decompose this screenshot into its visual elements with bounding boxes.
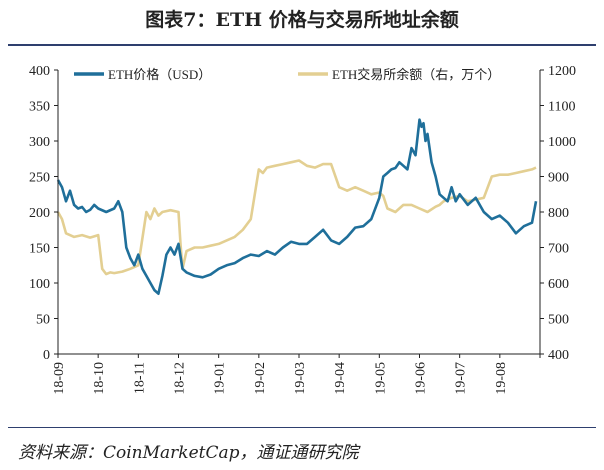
x-tick-label: 18-12 <box>173 362 188 395</box>
left-tick-label: 50 <box>36 313 50 328</box>
legend-label-exchange-balance: ETH交易所余额（右，万个） <box>332 67 500 82</box>
left-tick-label: 250 <box>29 171 50 186</box>
series-line-eth-price <box>56 118 538 295</box>
figure-title: 图表7：ETH 价格与交易所地址余额 <box>145 9 459 31</box>
right-tick-label: 1100 <box>548 100 575 115</box>
x-tick-label: 19-01 <box>213 362 228 395</box>
x-tick-label: 18-09 <box>52 362 67 395</box>
right-tick-label: 900 <box>548 171 569 186</box>
x-tick-label: 18-11 <box>132 362 147 394</box>
eth-price-balance-chart: 0 50 100 150 200 250 300 350 400 400 500 600 700 800 9… <box>29 64 576 395</box>
source-divider <box>8 427 596 428</box>
right-tick-label: 600 <box>548 277 569 292</box>
left-tick-label: 350 <box>29 100 50 115</box>
left-tick-label: 200 <box>29 206 50 221</box>
left-tick-label: 400 <box>29 64 50 79</box>
x-tick-label: 19-04 <box>333 362 348 395</box>
left-tick-label: 100 <box>29 277 50 292</box>
right-tick-label: 1000 <box>548 135 576 150</box>
x-tick-label: 19-02 <box>253 362 268 395</box>
x-tick-label: 19-08 <box>494 362 509 395</box>
x-tick-label: 18-10 <box>92 362 107 395</box>
x-tick-label: 19-03 <box>293 362 308 395</box>
legend: ETH价格（USD） ETH交易所余额（右，万个） <box>74 67 500 82</box>
title-divider <box>8 44 596 46</box>
source-note: 资料来源：CoinMarketCap，通证通研究院 <box>18 443 359 463</box>
right-tick-label: 400 <box>548 348 569 363</box>
x-tick-label: 19-05 <box>373 362 388 395</box>
right-tick-label: 700 <box>548 242 569 257</box>
axis-layer: 0 50 100 150 200 250 300 350 400 400 500 600 700 800 9… <box>29 64 576 395</box>
x-tick-label: 19-07 <box>454 362 469 395</box>
plot-layer <box>56 118 538 295</box>
x-tick-label: 19-06 <box>414 362 429 395</box>
right-tick-label: 800 <box>548 206 569 221</box>
left-tick-label: 150 <box>29 242 50 257</box>
legend-label-eth-price: ETH价格（USD） <box>108 67 211 82</box>
left-tick-label: 300 <box>29 135 50 150</box>
right-tick-label: 500 <box>548 313 569 328</box>
right-tick-label: 1200 <box>548 64 576 79</box>
left-tick-label: 0 <box>43 348 50 363</box>
